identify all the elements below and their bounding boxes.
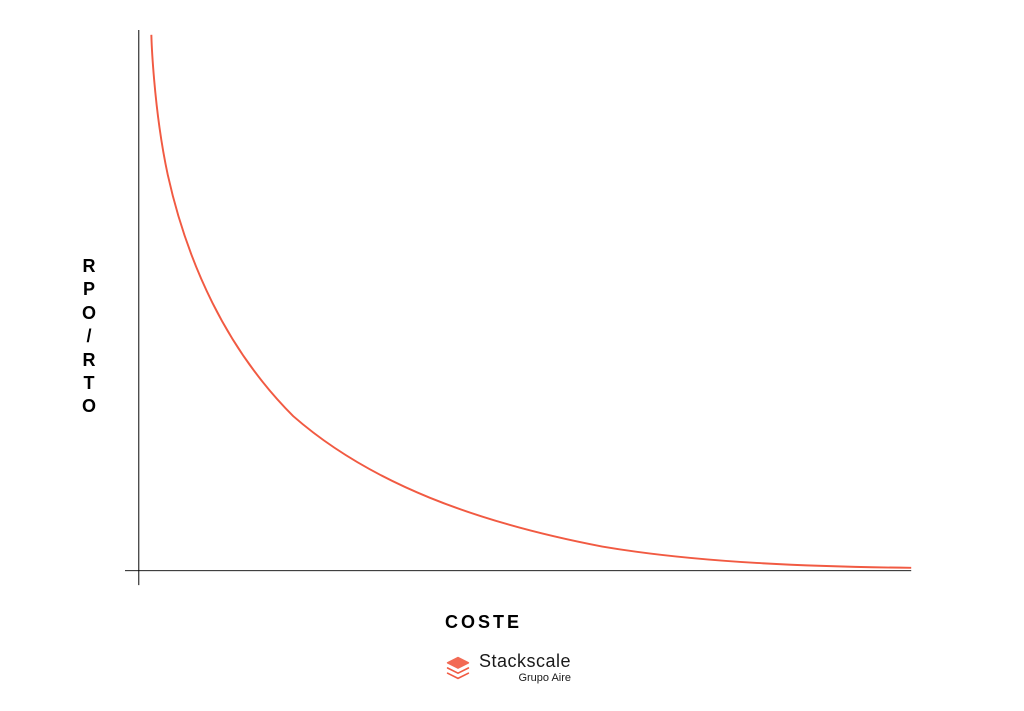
logo-text-group: Stackscale Grupo Aire — [479, 652, 571, 684]
logo-subtitle: Grupo Aire — [479, 672, 571, 684]
stackscale-icon — [445, 655, 471, 681]
chart-plot-area — [125, 30, 925, 590]
curve-line — [151, 35, 911, 568]
x-axis-label: COSTE — [445, 612, 522, 633]
logo-brand-name: Stackscale — [479, 652, 571, 672]
brand-logo: Stackscale Grupo Aire — [445, 652, 571, 684]
chart-svg — [125, 30, 925, 590]
y-axis-label: R P O / R T O — [80, 255, 100, 419]
